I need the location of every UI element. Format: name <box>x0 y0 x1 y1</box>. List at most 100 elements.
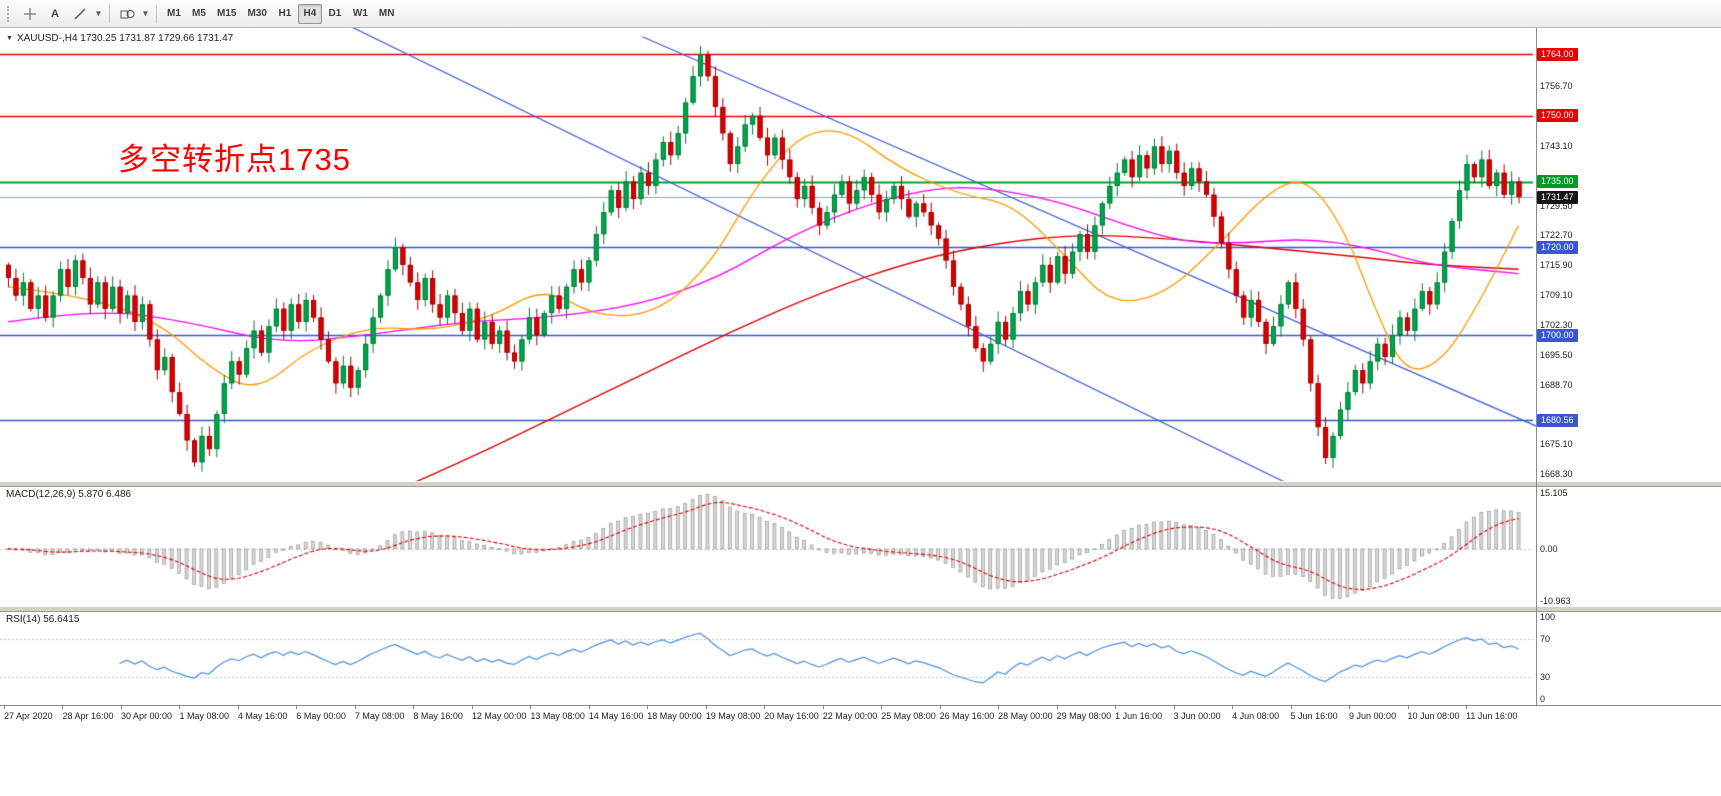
symbol-info: ▼ XAUUSD-,H4 1730.25 1731.87 1729.66 173… <box>6 33 233 44</box>
rsi-axis-label: 70 <box>1540 634 1551 645</box>
time-axis-tick <box>881 706 883 709</box>
timeframe-button-H1[interactable]: H1 <box>278 8 292 19</box>
crosshair-cursor-button[interactable] <box>18 3 42 25</box>
time-axis-tick <box>764 706 766 709</box>
price-level-badge: 1700.00 <box>1537 328 1578 342</box>
chart-annotation-text[interactable]: 多空转折点1735 <box>118 142 351 177</box>
timeframe-button-M1[interactable]: M1 <box>167 8 181 19</box>
toolbar-separator <box>156 4 157 23</box>
time-axis-label: 5 Jun 16:00 <box>1290 711 1338 721</box>
timeframe-button-M15[interactable]: M15 <box>217 8 237 19</box>
time-axis-tick <box>705 706 707 709</box>
timeframe-button-group: M1 M5 M15 M30 H1 H4 D1 W1 MN <box>162 3 399 24</box>
text-tool-button[interactable]: A <box>43 3 67 25</box>
time-axis-tick <box>1173 706 1175 709</box>
toolbar-grip[interactable] <box>7 5 14 22</box>
time-axis[interactable]: 27 Apr 2020 28 Apr 16:00 30 Apr 00:00 1 May… <box>0 706 1536 728</box>
time-axis-label: 18 May 00:00 <box>647 711 702 721</box>
timeframe-button-M30[interactable]: M30 <box>247 8 267 19</box>
time-axis-tick <box>1056 706 1058 709</box>
macd-axis-label: 0.00 <box>1540 543 1558 554</box>
time-axis-tick <box>179 706 181 709</box>
time-axis-tick <box>120 706 122 709</box>
time-axis-tick <box>354 706 356 709</box>
timeframe-button-W1[interactable]: W1 <box>352 8 368 19</box>
time-axis-tick <box>822 706 824 709</box>
time-axis-tick <box>413 706 415 709</box>
shapes-icon <box>120 9 134 18</box>
time-axis-label: 26 May 16:00 <box>939 711 995 721</box>
trendline-tool-button[interactable] <box>68 3 92 25</box>
panel-splitter[interactable] <box>0 606 1721 612</box>
price-axis-label: 1702.30 <box>1540 319 1573 330</box>
time-axis-label: 27 Apr 2020 <box>4 711 53 721</box>
price-level-badge: 1764.00 <box>1537 47 1578 61</box>
time-axis-label: 12 May 00:00 <box>471 711 527 721</box>
price-axis[interactable]: 1756.70 1743.10 1729.50 1722.70 1715.90 1709.… <box>1537 28 1721 728</box>
time-axis-label: 20 May 16:00 <box>764 711 819 721</box>
time-axis-label: 1 May 08:00 <box>179 711 229 721</box>
panel-splitter[interactable] <box>0 481 1721 487</box>
macd-indicator-canvas[interactable] <box>0 486 1536 607</box>
price-axis-label: 1709.10 <box>1540 290 1573 301</box>
price-axis-label: 1695.50 <box>1540 349 1573 360</box>
time-axis-label: 13 May 08:00 <box>530 711 585 721</box>
time-axis-label: 1 Jun 16:00 <box>1115 711 1163 721</box>
price-axis-label: 1668.30 <box>1540 469 1573 480</box>
time-axis-divider <box>0 705 1721 706</box>
time-axis-label: 25 May 08:00 <box>881 711 936 721</box>
shapes-dropdown[interactable]: ▼ <box>140 4 151 24</box>
rsi-indicator-canvas[interactable] <box>0 611 1536 705</box>
time-axis-tick <box>296 706 298 709</box>
time-axis-tick <box>530 706 532 709</box>
price-axis-label: 1675.10 <box>1540 439 1573 450</box>
time-axis-label: 28 Apr 16:00 <box>62 711 114 721</box>
time-axis-tick <box>471 706 473 709</box>
top-toolbar: A ▼ ▼ M1 M5 M15 M30 H1 H4 D1 W1 MN <box>0 0 1721 28</box>
macd-axis-label: 15.105 <box>1540 488 1568 498</box>
macd-indicator-label: MACD(12,26,9) 5.870 6.486 <box>6 489 132 500</box>
time-axis-tick <box>939 706 941 709</box>
main-chart-canvas[interactable] <box>0 28 1536 482</box>
timeframe-button-H4[interactable]: H4 <box>297 3 322 24</box>
time-axis-label: 4 Jun 08:00 <box>1232 711 1280 721</box>
crosshair-icon <box>24 7 36 20</box>
rsi-axis-label: 30 <box>1540 671 1551 682</box>
time-axis-tick <box>1232 706 1234 709</box>
time-axis-tick <box>647 706 649 709</box>
time-axis-label: 4 May 16:00 <box>237 711 288 721</box>
time-axis-label: 30 Apr 00:00 <box>120 711 172 721</box>
macd-axis-label: -10.963 <box>1540 596 1571 606</box>
time-axis-label: 19 May 08:00 <box>705 711 761 721</box>
time-axis-tick <box>998 706 1000 709</box>
time-axis-tick <box>237 706 239 709</box>
price-level-badge: 1680.56 <box>1537 413 1578 427</box>
price-axis-label: 1743.10 <box>1540 140 1573 151</box>
price-axis-label: 1729.50 <box>1540 200 1573 211</box>
time-axis-tick <box>588 706 590 709</box>
time-axis-tick <box>1115 706 1117 709</box>
time-axis-label: 9 Jun 00:00 <box>1349 711 1397 721</box>
drawing-tools-dropdown[interactable]: ▼ <box>93 4 104 24</box>
price-axis-label: 1715.90 <box>1540 260 1573 271</box>
chevron-down-icon: ▼ <box>141 9 150 18</box>
time-axis-tick <box>4 706 5 709</box>
symbol-ohlc-text: XAUUSD-,H4 1730.25 1731.87 1729.66 1731.… <box>16 33 234 44</box>
time-axis-tick <box>1466 706 1467 709</box>
time-axis-label: 28 May 00:00 <box>998 711 1053 721</box>
timeframe-button-D1[interactable]: D1 <box>328 8 342 19</box>
timeframe-button-MN[interactable]: MN <box>378 8 395 19</box>
toolbar-separator <box>109 4 110 23</box>
rsi-axis-label: 0 <box>1540 694 1546 704</box>
rsi-indicator-label: RSI(14) 56.6415 <box>6 614 80 625</box>
time-axis-label: 22 May 00:00 <box>822 711 878 721</box>
timeframe-button-M5[interactable]: M5 <box>192 8 206 19</box>
price-axis-label: 1688.70 <box>1540 379 1573 390</box>
symbol-dropdown-icon[interactable]: ▼ <box>6 35 13 42</box>
time-axis-label: 6 May 00:00 <box>296 711 346 721</box>
price-axis-label: 1756.70 <box>1540 81 1573 92</box>
time-axis-label: 11 Jun 16:00 <box>1466 711 1518 721</box>
price-axis-divider <box>1536 28 1537 706</box>
shapes-tool-button[interactable] <box>115 3 139 25</box>
text-tool-icon: A <box>51 7 59 20</box>
